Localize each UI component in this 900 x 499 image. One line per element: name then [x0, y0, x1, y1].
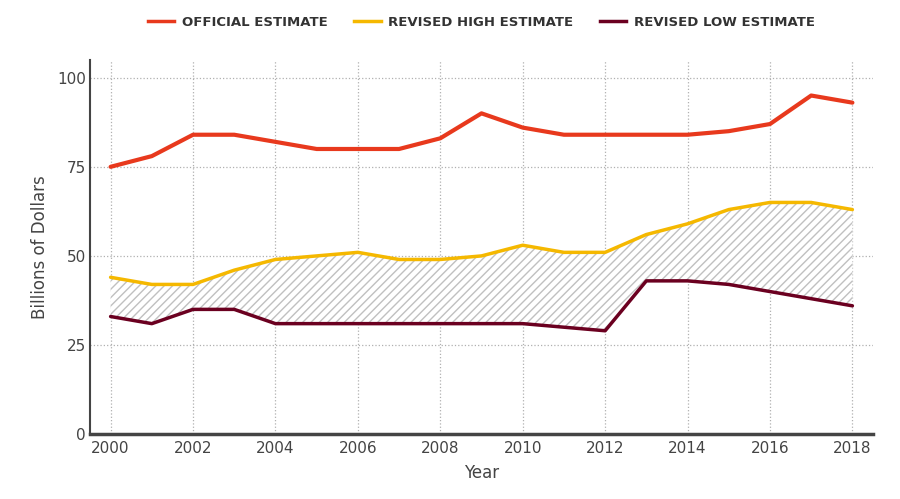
Y-axis label: Billions of Dollars: Billions of Dollars: [31, 175, 49, 319]
X-axis label: Year: Year: [464, 465, 500, 483]
Legend: OFFICIAL ESTIMATE, REVISED HIGH ESTIMATE, REVISED LOW ESTIMATE: OFFICIAL ESTIMATE, REVISED HIGH ESTIMATE…: [142, 10, 821, 34]
